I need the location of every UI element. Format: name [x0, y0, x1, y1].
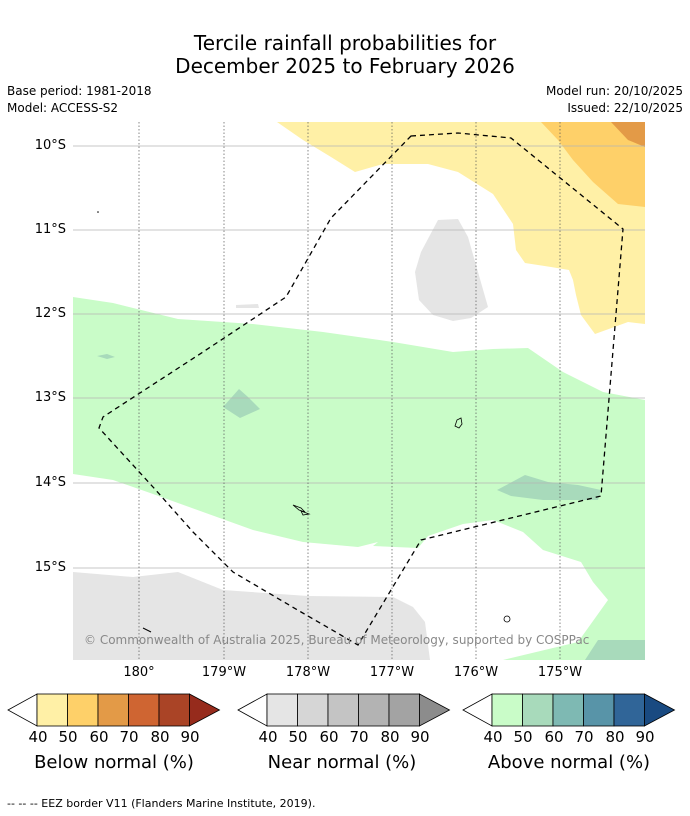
above-normal-patch-3 — [497, 475, 601, 500]
copyright-notice: © Commonwealth of Australia 2025, Bureau… — [84, 633, 590, 647]
lat-label: 12°S — [34, 306, 66, 321]
model-name: Model: ACCESS-S2 — [7, 101, 119, 115]
tick-label: 90 — [180, 728, 200, 746]
above-normal-patch-2 — [97, 354, 115, 359]
map-title-line2: December 2025 to February 2026 — [175, 54, 515, 78]
above-normal-under-triangle — [462, 693, 493, 727]
above-normal-patch-4 — [585, 640, 645, 660]
lat-label: 14°S — [34, 475, 66, 490]
below-normal-over-triangle — [189, 693, 221, 727]
above-normal-over-triangle — [644, 693, 676, 727]
eez-legend-note: -- -- -- EEZ border V11 (Flanders Marine… — [7, 797, 316, 810]
below-normal-bin — [67, 693, 99, 727]
below-normal-bin — [158, 693, 190, 727]
lat-label: 11°S — [34, 222, 66, 237]
near-normal-bin — [266, 693, 298, 727]
graticule — [73, 145, 645, 569]
lon-label: 180° — [123, 665, 155, 680]
below-normal-bin — [128, 693, 160, 727]
tick-label: 40 — [258, 728, 278, 746]
tick-label: 80 — [150, 728, 170, 746]
island-5 — [142, 627, 152, 633]
tick-label: 80 — [380, 728, 400, 746]
model-run: Model run: 20/10/2025 — [545, 84, 683, 98]
tick-label: 40 — [28, 728, 48, 746]
near-normal-over-triangle — [419, 693, 451, 727]
tick-label: 60 — [319, 728, 339, 746]
tick-label: 70 — [349, 728, 369, 746]
lat-label: 13°S — [34, 390, 66, 405]
colorbar-below-normal — [7, 693, 221, 727]
tick-label: 50 — [58, 728, 78, 746]
near-normal-bin — [358, 693, 390, 727]
issued-date: Issued: 22/10/2025 — [567, 101, 683, 115]
tick-label: 60 — [544, 728, 564, 746]
below-normal-bin — [97, 693, 129, 727]
tick-label: 50 — [288, 728, 308, 746]
above-normal-band — [73, 297, 645, 660]
below-normal-bin — [36, 693, 68, 727]
lon-label: 178°W — [285, 665, 331, 680]
below-normal-under-triangle — [7, 693, 38, 727]
near-normal-region-north — [415, 219, 488, 321]
above-normal-bin — [552, 693, 584, 727]
lon-label: 175°W — [537, 665, 583, 680]
colorbar-below-title: Below normal (%) — [34, 752, 194, 773]
tick-label: 90 — [635, 728, 655, 746]
colorbar-near-normal — [237, 693, 451, 727]
tick-label: 40 — [483, 728, 503, 746]
tick-label: 70 — [119, 728, 139, 746]
near-normal-bin — [327, 693, 359, 727]
below-normal-region-40 — [277, 122, 645, 334]
lon-label: 179°W — [201, 665, 247, 680]
island-2 — [300, 510, 311, 516]
tick-label: 70 — [574, 728, 594, 746]
island-3 — [454, 417, 463, 429]
near-normal-under-triangle — [237, 693, 268, 727]
above-normal-patch-1 — [223, 389, 260, 418]
colorbar-near-title: Near normal (%) — [267, 752, 417, 773]
above-normal-bin — [491, 693, 523, 727]
island-4 — [503, 615, 511, 623]
colorbar-above-normal — [462, 693, 676, 727]
eez-border — [98, 132, 624, 646]
lon-label: 177°W — [369, 665, 415, 680]
near-normal-speck — [236, 304, 259, 308]
lon-label: 176°W — [453, 665, 499, 680]
island-1 — [292, 504, 306, 513]
map-title-line1: Tercile rainfall probabilities for — [193, 31, 497, 55]
near-normal-region-south — [73, 572, 430, 660]
tick-label: 80 — [605, 728, 625, 746]
above-normal-bin — [583, 693, 615, 727]
above-normal-bin — [522, 693, 554, 727]
colorbar-above-title: Above normal (%) — [487, 752, 651, 773]
below-normal-region-50 — [541, 122, 645, 207]
tick-label: 50 — [513, 728, 533, 746]
map-canvas — [73, 122, 645, 660]
tick-label: 60 — [89, 728, 109, 746]
tick-label: 90 — [410, 728, 430, 746]
near-normal-bin — [297, 693, 329, 727]
island-6 — [97, 211, 99, 213]
above-normal-bin — [613, 693, 645, 727]
base-period: Base period: 1981-2018 — [7, 84, 152, 98]
below-normal-region-60 — [611, 122, 645, 147]
lat-label: 10°S — [34, 138, 66, 153]
meridians — [138, 122, 561, 660]
lat-label: 15°S — [34, 560, 66, 575]
near-normal-bin — [388, 693, 420, 727]
